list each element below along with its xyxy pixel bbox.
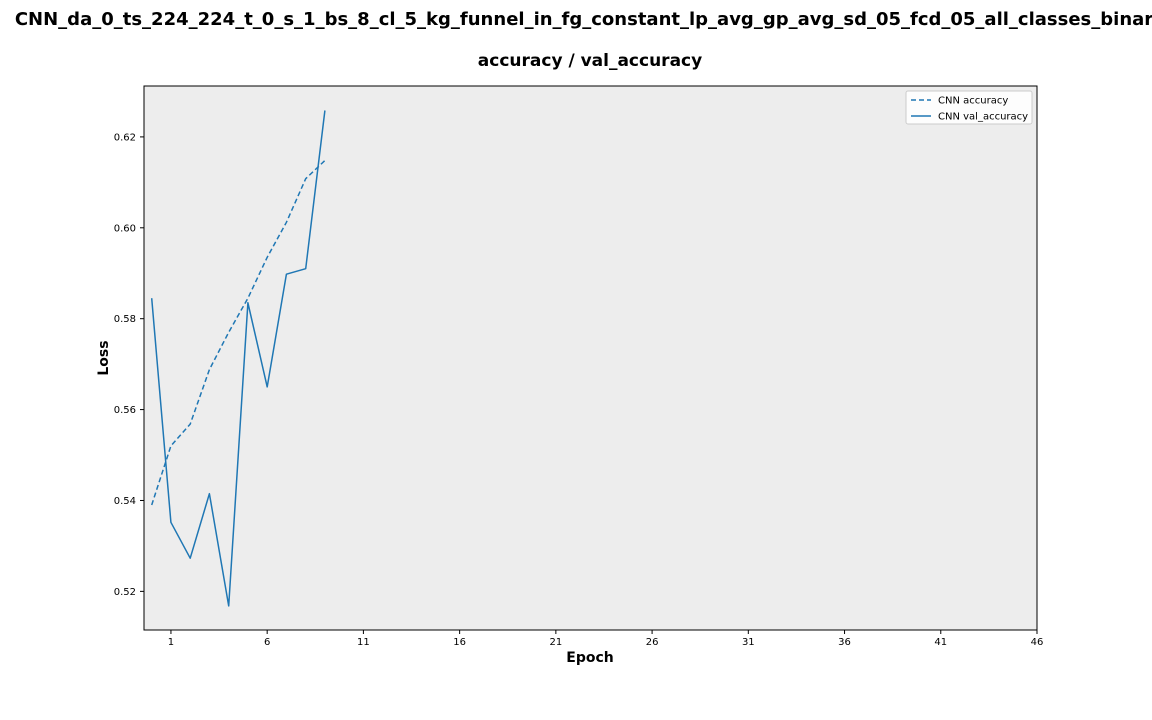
x-tick-label: 46 <box>1031 637 1044 648</box>
y-tick-label: 0.54 <box>114 496 136 507</box>
x-tick-label: 11 <box>357 637 370 648</box>
y-tick-label: 0.62 <box>114 132 136 143</box>
y-axis-label: Loss <box>96 340 112 375</box>
x-tick-label: 26 <box>646 637 659 648</box>
legend: CNN accuracy CNN val_accuracy <box>905 90 1033 125</box>
ticks-layer: 1 6 11 16 21 26 31 36 41 460.520.540.560.580.600.… <box>114 132 1044 648</box>
y-tick-label: 0.52 <box>114 587 136 598</box>
series-line-val-accuracy <box>150 110 326 607</box>
y-tick-label: 0.56 <box>114 405 136 416</box>
x-tick-label: 21 <box>549 637 562 648</box>
y-tick-label: 0.58 <box>114 314 136 325</box>
x-tick-label: 16 <box>453 637 466 648</box>
plot-frame <box>143 85 1038 631</box>
x-tick-label: 1 <box>168 637 174 648</box>
y-tick-label: 0.60 <box>114 223 136 234</box>
legend-label-val-accuracy: CNN val_accuracy <box>938 112 1028 123</box>
x-tick-label: 41 <box>934 637 947 648</box>
plot-area <box>144 86 1037 630</box>
figure-suptitle: CNN_da_0_ts_224_224_t_0_s_1_bs_8_cl_5_kg… <box>15 9 1152 30</box>
x-tick-label: 31 <box>742 637 755 648</box>
chart-title: accuracy / val_accuracy <box>478 51 702 71</box>
legend-label-accuracy: CNN accuracy <box>938 96 1008 107</box>
x-axis-label: Epoch <box>566 650 613 666</box>
series-layer <box>150 110 326 607</box>
legend-box <box>905 90 1033 125</box>
x-tick-label: 6 <box>264 637 270 648</box>
x-tick-label: 36 <box>838 637 851 648</box>
series-line-accuracy <box>150 159 326 506</box>
